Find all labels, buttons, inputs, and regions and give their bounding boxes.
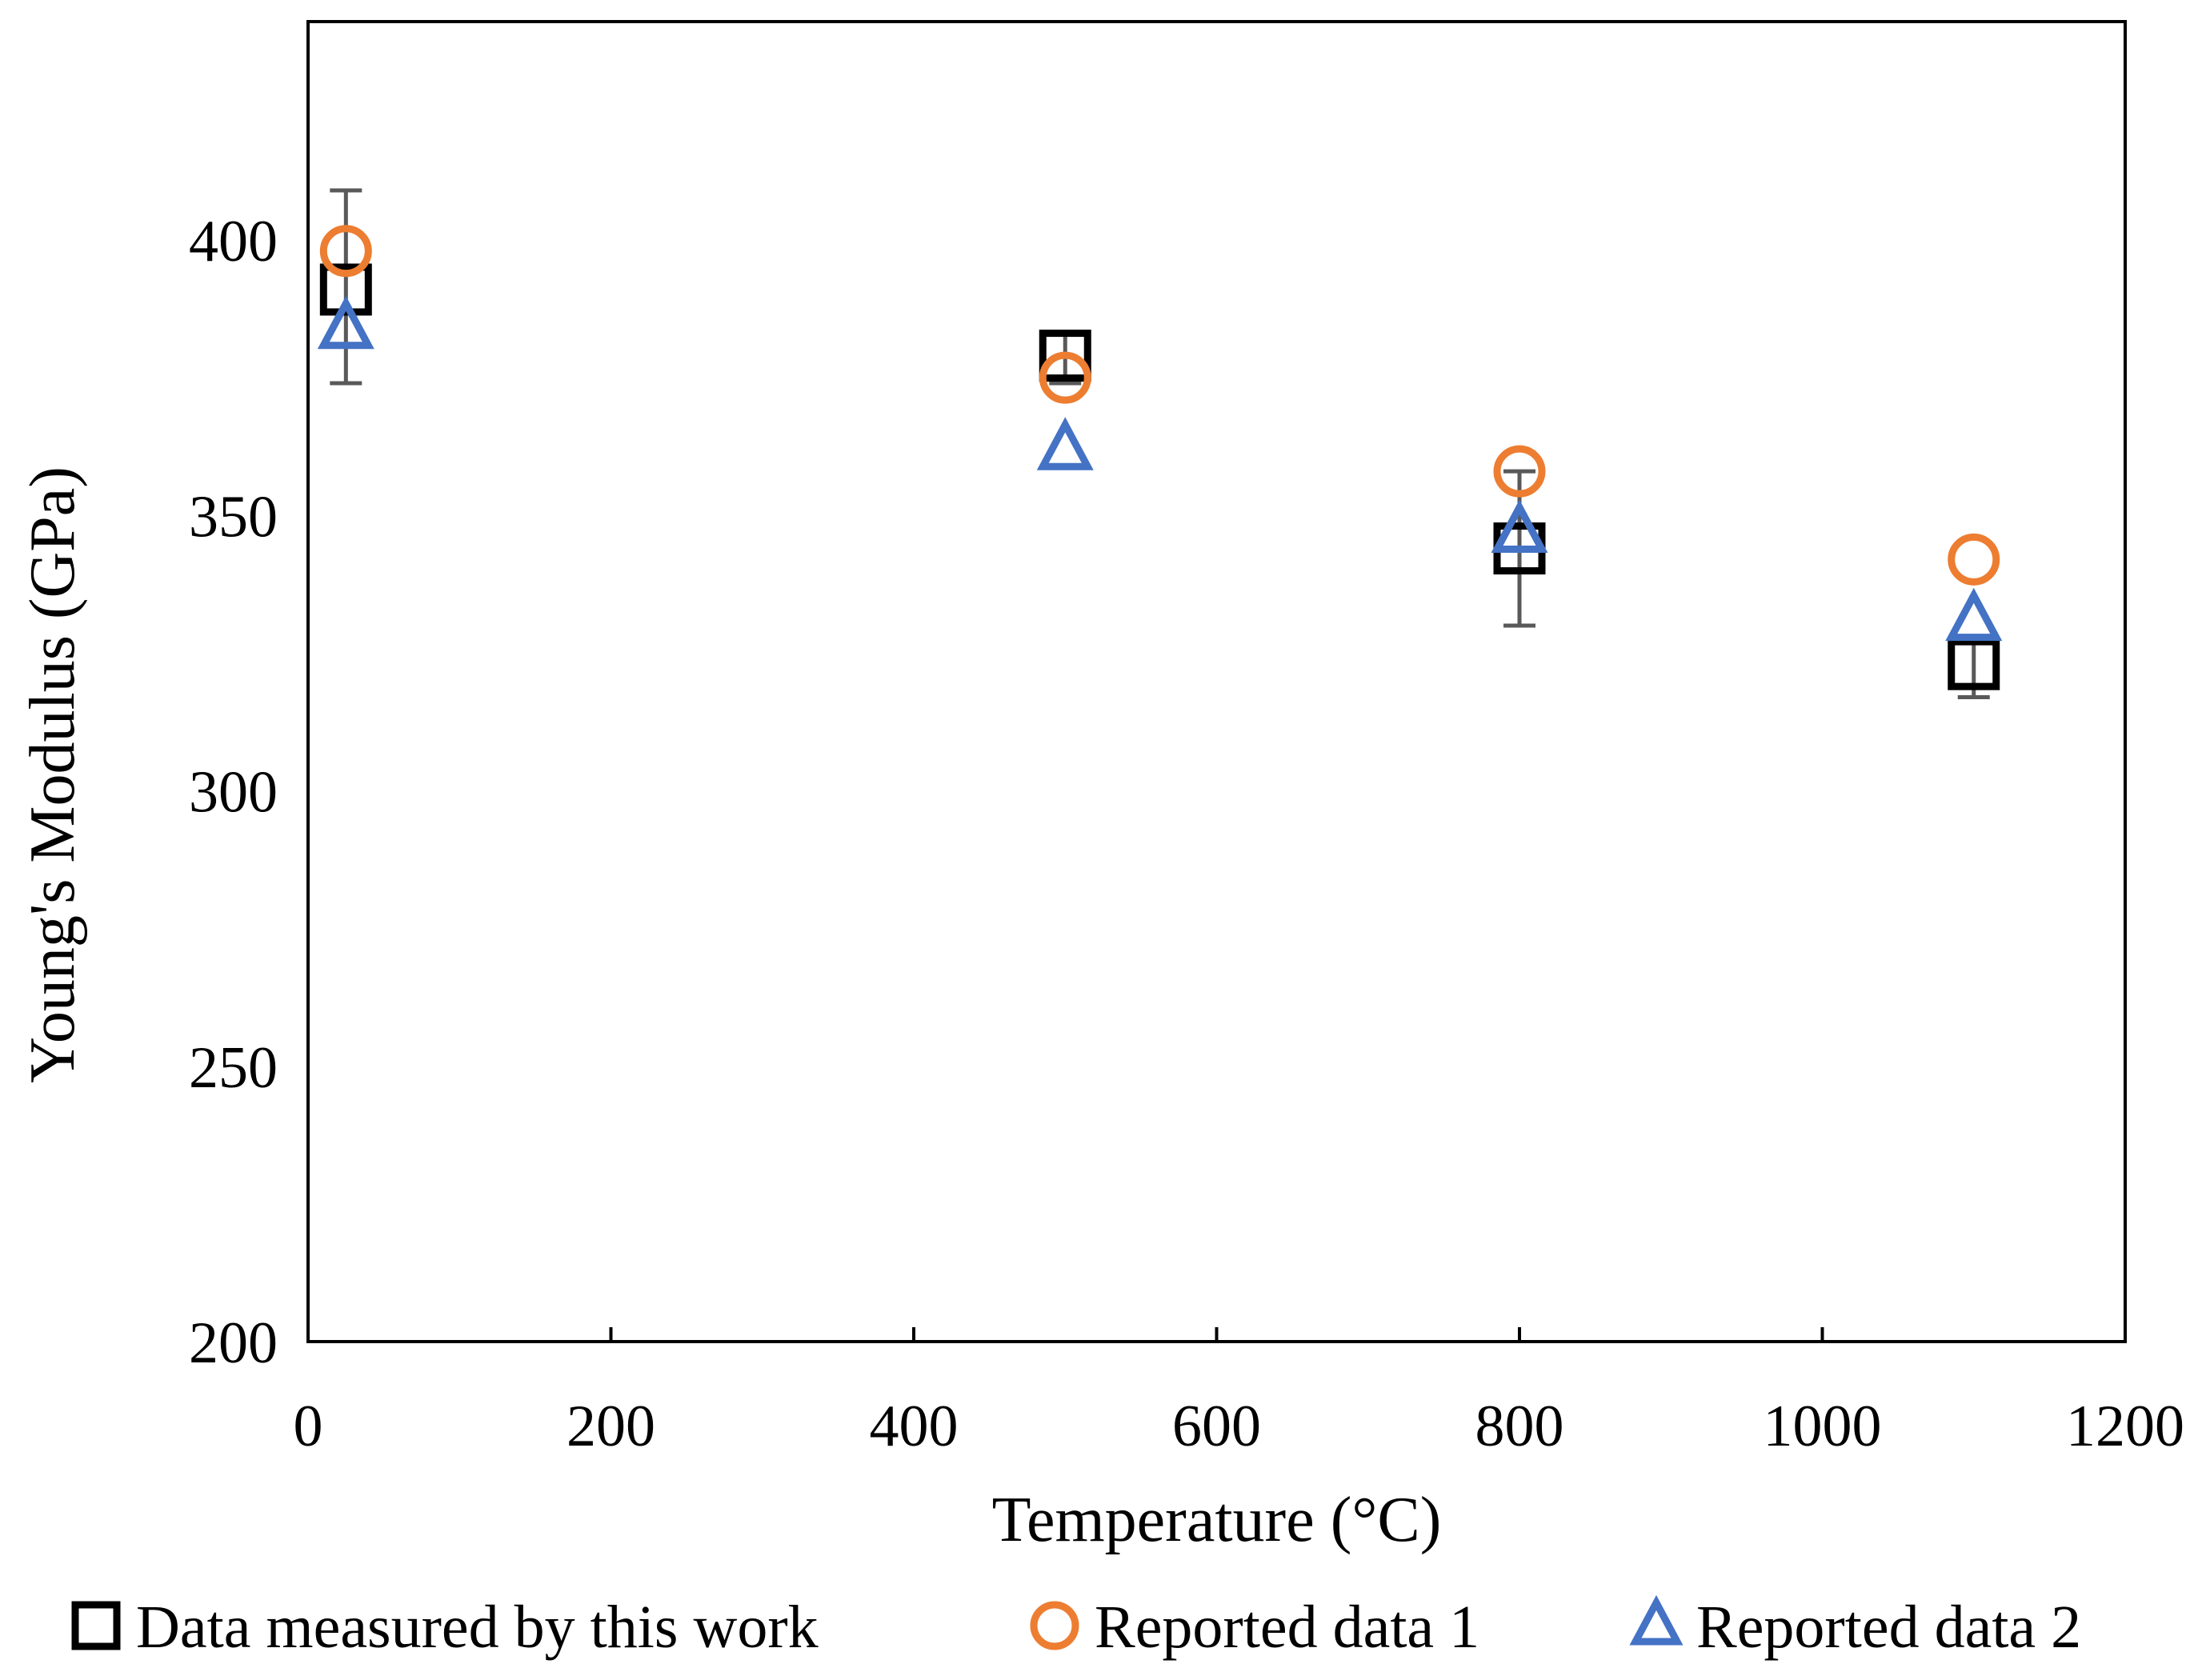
plot-frame <box>306 20 2127 1343</box>
y-tick-label: 400 <box>189 209 278 274</box>
legend-label: Reported data 2 <box>1696 1594 2081 1661</box>
legend-marker-triangle <box>1629 1594 1684 1646</box>
y-tick-label: 250 <box>189 1035 278 1101</box>
data-point-triangle <box>1036 417 1094 470</box>
x-tick-label: 200 <box>567 1394 655 1459</box>
legend-marker-circle <box>1030 1601 1079 1650</box>
data-point-circle <box>1039 351 1091 404</box>
legend-label: Data measured by this work <box>136 1594 819 1661</box>
x-tick-label: 400 <box>870 1394 959 1459</box>
x-axis-title: Temperature (°C) <box>992 1485 1442 1555</box>
data-point-square <box>1039 330 1091 382</box>
y-axis-title: Young's Modulus (GPa) <box>18 466 88 1083</box>
legend: Data measured by this work Reported data … <box>71 1594 2081 1661</box>
data-point-circle <box>1493 445 1546 498</box>
x-tick-label: 1200 <box>2066 1394 2184 1459</box>
y-tick-label: 350 <box>189 484 278 550</box>
x-tick-label: 600 <box>1172 1394 1261 1459</box>
x-tick-label: 0 <box>294 1394 323 1459</box>
x-tick-label: 1000 <box>1764 1394 1882 1459</box>
x-tick-label: 800 <box>1475 1394 1564 1459</box>
data-point-triangle <box>1945 587 2003 642</box>
error-bars <box>330 188 1990 699</box>
axes <box>306 20 2127 1343</box>
data-point-circle <box>319 225 372 278</box>
y-tick-label: 200 <box>189 1310 278 1376</box>
data-point-circle <box>1948 533 2000 586</box>
data-point-square <box>319 263 372 316</box>
data-markers <box>317 225 2003 690</box>
data-point-triangle <box>317 295 374 350</box>
y-tick-label: 300 <box>189 760 278 826</box>
legend-label: Reported data 1 <box>1095 1594 1479 1661</box>
legend-marker-square <box>71 1601 121 1650</box>
data-point-square <box>1948 638 2000 690</box>
data-point-triangle <box>1491 499 1548 553</box>
